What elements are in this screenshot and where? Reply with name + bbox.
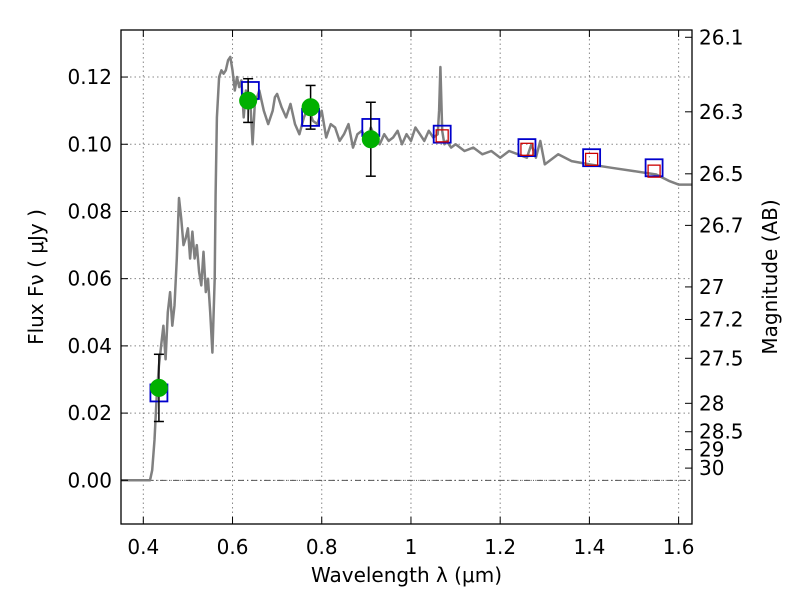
y2-tick-label: 27.2 [699, 307, 744, 331]
model-band-square [582, 148, 602, 168]
y2-tick-label: 26.5 [699, 162, 744, 186]
plot-content [121, 55, 692, 482]
axis-ticks: 0.4 0.6 0.8 1 1.2 1.4 1.6 0.00 0.02 0.04 0.06 0.08 0… [67, 25, 743, 559]
x-tick-label: 0.8 [306, 535, 338, 559]
predicted-band-square [435, 129, 449, 143]
y-tick-label: 0.00 [67, 468, 112, 492]
y2-axis-title: Magnitude (AB) [758, 199, 782, 354]
predicted-band-square [647, 164, 661, 178]
y2-tick-label: 28 [699, 391, 724, 415]
x-tick-label: 1 [405, 535, 418, 559]
model-band-square [432, 124, 452, 144]
y-tick-label: 0.08 [67, 199, 112, 223]
y-tick-label: 0.06 [67, 267, 112, 291]
y-tick-label: 0.04 [67, 334, 112, 358]
y2-tick-label: 27 [699, 275, 724, 299]
y-tick-label: 0.12 [67, 65, 112, 89]
observed-point [239, 91, 258, 110]
observed-point [301, 98, 320, 117]
y2-tick-label: 29 [699, 438, 724, 462]
observed-point [361, 130, 380, 149]
x-tick-label: 0.4 [127, 535, 159, 559]
model-band-square [517, 138, 537, 158]
plot-frame [120, 29, 693, 525]
y2-tick-label: 26.1 [699, 25, 744, 49]
x-tick-label: 1.6 [663, 535, 695, 559]
y2-tick-label: 30 [699, 456, 724, 480]
observed-point [149, 378, 168, 397]
x-axis-title: Wavelength λ (μm) [311, 563, 502, 587]
predicted-band-square [520, 142, 534, 156]
y2-tick-label: 26.3 [699, 100, 744, 124]
x-tick-label: 1.2 [484, 535, 516, 559]
x-tick-label: 0.6 [217, 535, 249, 559]
y-tick-label: 0.02 [67, 401, 112, 425]
y2-tick-label: 26.7 [699, 213, 744, 237]
predicted-band-square [584, 152, 599, 167]
model-band-square [644, 158, 664, 178]
grid-lines [121, 30, 692, 524]
x-tick-label: 1.4 [573, 535, 605, 559]
y-tick-label: 0.10 [67, 132, 112, 156]
y-axis-title: Flux Fν ( μJy ) [24, 209, 48, 345]
model-spectrum-line [121, 55, 692, 482]
y2-tick-label: 28.5 [699, 420, 744, 444]
y2-tick-label: 27.5 [699, 346, 744, 370]
